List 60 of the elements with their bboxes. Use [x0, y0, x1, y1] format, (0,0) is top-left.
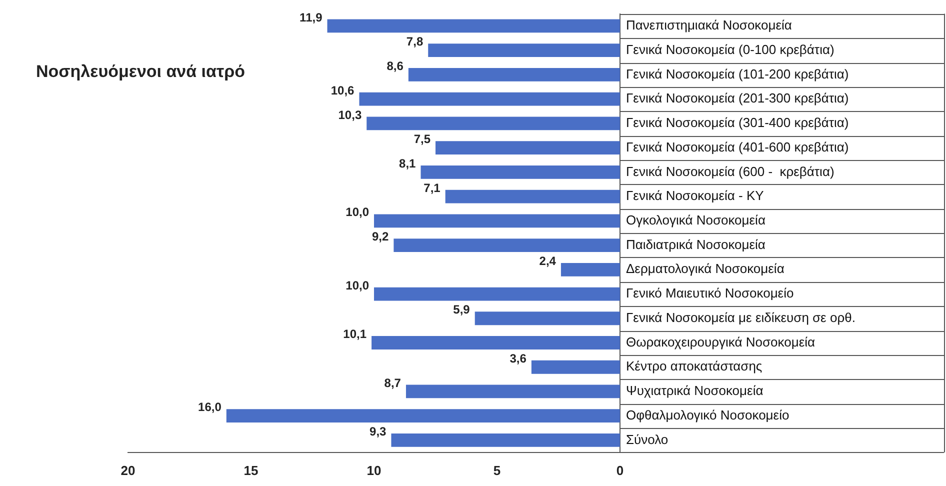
y-tick-label: Γενικά Νοσοκομεία (201-300 κρεβάτια): [626, 90, 849, 106]
data-label: 10,3: [338, 108, 362, 122]
data-label: 5,9: [453, 302, 470, 317]
bar: [372, 336, 620, 350]
bar: [531, 360, 620, 374]
bar: [374, 214, 620, 228]
y-tick-label: Σύνολο: [626, 432, 668, 447]
data-label: 7,8: [406, 34, 424, 49]
x-tick-label: 10: [366, 462, 382, 478]
y-tick-label: Πανεπιστημιακά Νοσοκομεία: [626, 18, 792, 33]
bar: [374, 287, 620, 301]
data-label: 7,5: [414, 132, 431, 146]
y-tick-label: Γενικά Νοσοκομεία - ΚΥ: [626, 188, 764, 204]
y-tick-label: Γενικά Νοσοκομεία (101-200 κρεβάτια): [626, 66, 849, 82]
data-label: 2,4: [539, 254, 556, 268]
data-label: 11,9: [300, 10, 323, 24]
bar: [428, 44, 620, 58]
text: Νοσηλευόμενοι ανά ιατρό: [36, 62, 245, 82]
bar: [445, 190, 620, 204]
bar: [406, 384, 620, 398]
data-label: 10,0: [346, 278, 370, 292]
bar: [366, 116, 620, 130]
data-label: 8,7: [384, 376, 402, 390]
y-tick-label: Ογκολογικά Νοσοκομεία: [626, 212, 766, 228]
data-label: 7,1: [424, 180, 441, 195]
y-tick-label: Γενικό Μαιευτικό Νοσοκομείο: [626, 286, 794, 301]
data-label: 9,3: [370, 424, 387, 439]
bar: [394, 238, 620, 252]
bar: [391, 434, 620, 447]
data-label: 8,6: [386, 59, 404, 74]
x-tick-label: 0: [616, 462, 624, 478]
data-label: 10,0: [346, 205, 370, 220]
x-tick-label: 5: [493, 462, 501, 478]
y-tick-label: Γενικά Νοσοκομεία με ειδίκευση σε ορθ.: [626, 310, 856, 325]
bar: [420, 165, 620, 179]
y-tick-label: Κέντρο αποκατάστασης: [626, 358, 762, 374]
bar: [359, 92, 620, 106]
data-label: 3,6: [510, 351, 527, 366]
x-tick-label: 20: [120, 462, 136, 478]
data-label: 16,0: [198, 400, 222, 414]
y-tick-label: Οφθαλμολογικό Νοσοκομείο: [626, 407, 790, 422]
bar: [474, 312, 620, 326]
bar: [560, 262, 620, 276]
data-label: 8,1: [399, 156, 416, 170]
y-tick-label: Ψυχιατρικά Νοσοκομεία: [626, 383, 764, 398]
y-tick-label: Θωρακοχειρουργικά Νοσοκομεία: [626, 334, 816, 350]
y-tick-label: Γενικά Νοσοκομεία (0-100 κρεβάτια): [626, 42, 834, 57]
bar: [436, 141, 620, 155]
x-tick-label: 15: [244, 462, 258, 478]
y-tick-label: Γενικά Νοσοκομεία (401-600 κρεβάτια): [626, 139, 849, 154]
bar: [408, 68, 620, 82]
y-tick-label: Γενικά Νοσοκομεία (301-400 κρεβάτια): [626, 115, 849, 130]
y-tick-label: Παιδιατρικά Νοσοκομεία: [626, 236, 766, 252]
y-tick-label: Γενικά Νοσοκομεία (600 - κρεβάτια): [626, 164, 834, 179]
bar: [226, 409, 620, 423]
data-label: 9,2: [372, 230, 389, 244]
y-tick-label: Δερματολογικά Νοσοκομεία: [626, 261, 785, 276]
data-label: 10,6: [330, 83, 355, 98]
data-label: 10,1: [343, 327, 367, 342]
bar: [327, 19, 620, 33]
